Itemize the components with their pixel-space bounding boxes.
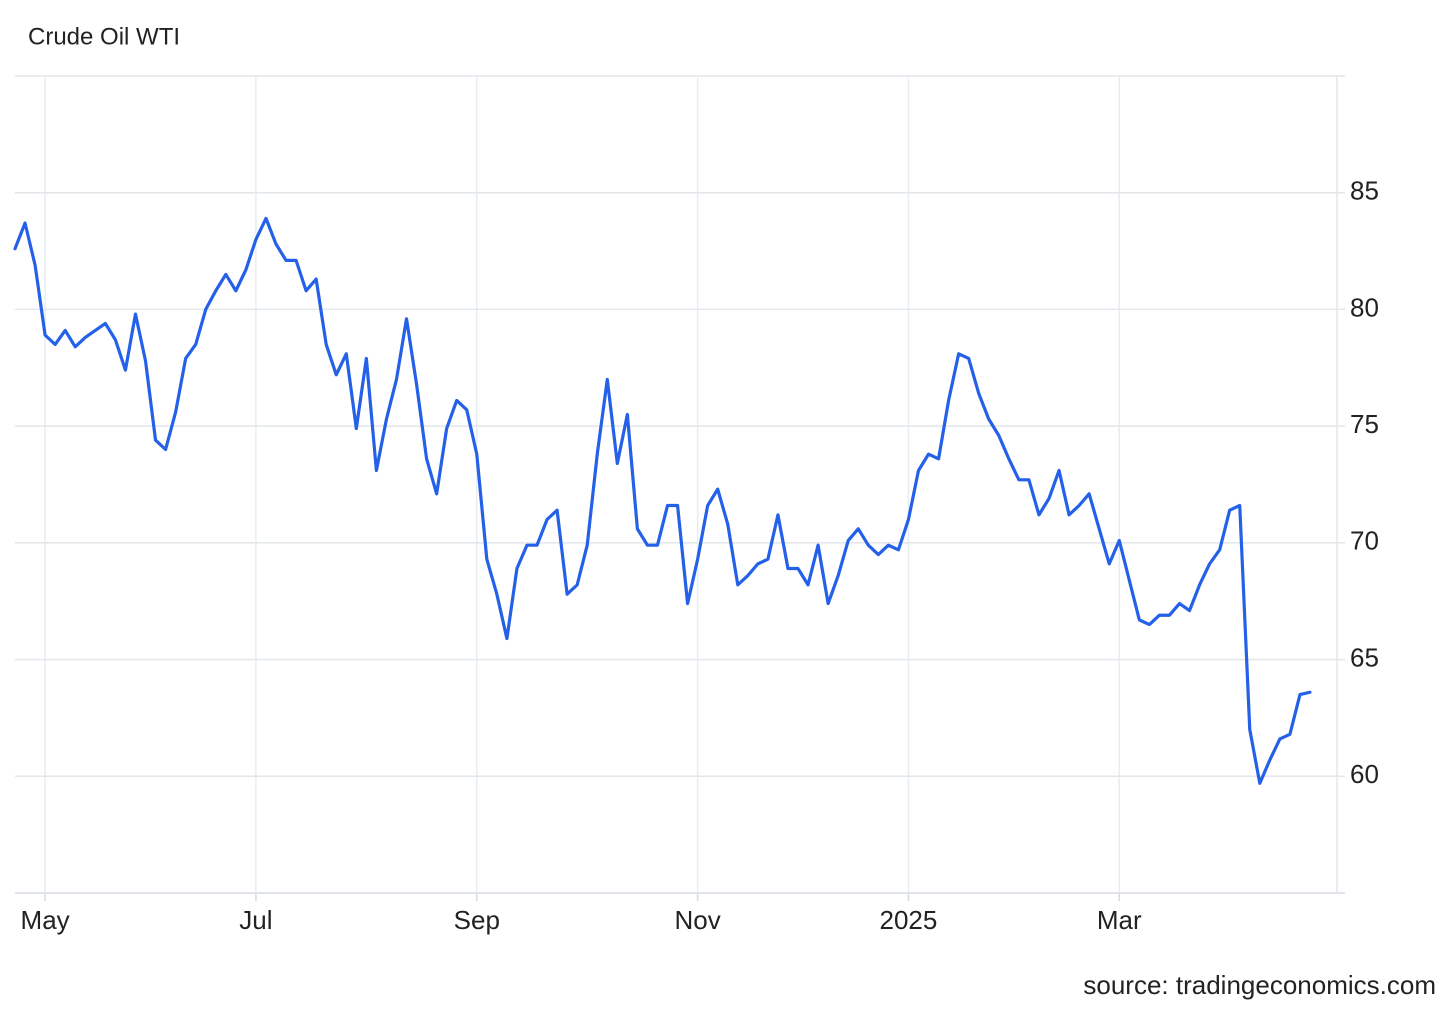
x-tick-label: Jul: [239, 905, 272, 935]
y-tick-label: 75: [1350, 409, 1379, 439]
y-tick-label: 80: [1350, 292, 1379, 322]
x-tick-label: May: [21, 905, 70, 935]
price-line: [13, 216, 1312, 785]
y-tick-label: 70: [1350, 526, 1379, 556]
y-tick-label: 85: [1350, 176, 1379, 206]
x-tick-label: Sep: [454, 905, 500, 935]
y-tick-label: 65: [1350, 642, 1379, 672]
x-tick-label: Mar: [1097, 905, 1142, 935]
source-note: source: tradingeconomics.com: [1083, 970, 1436, 1000]
x-tick-label: 2025: [880, 905, 938, 935]
chart-title: Crude Oil WTI: [28, 23, 180, 50]
y-tick-label: 60: [1350, 759, 1379, 789]
x-tick-label: Nov: [675, 905, 721, 935]
